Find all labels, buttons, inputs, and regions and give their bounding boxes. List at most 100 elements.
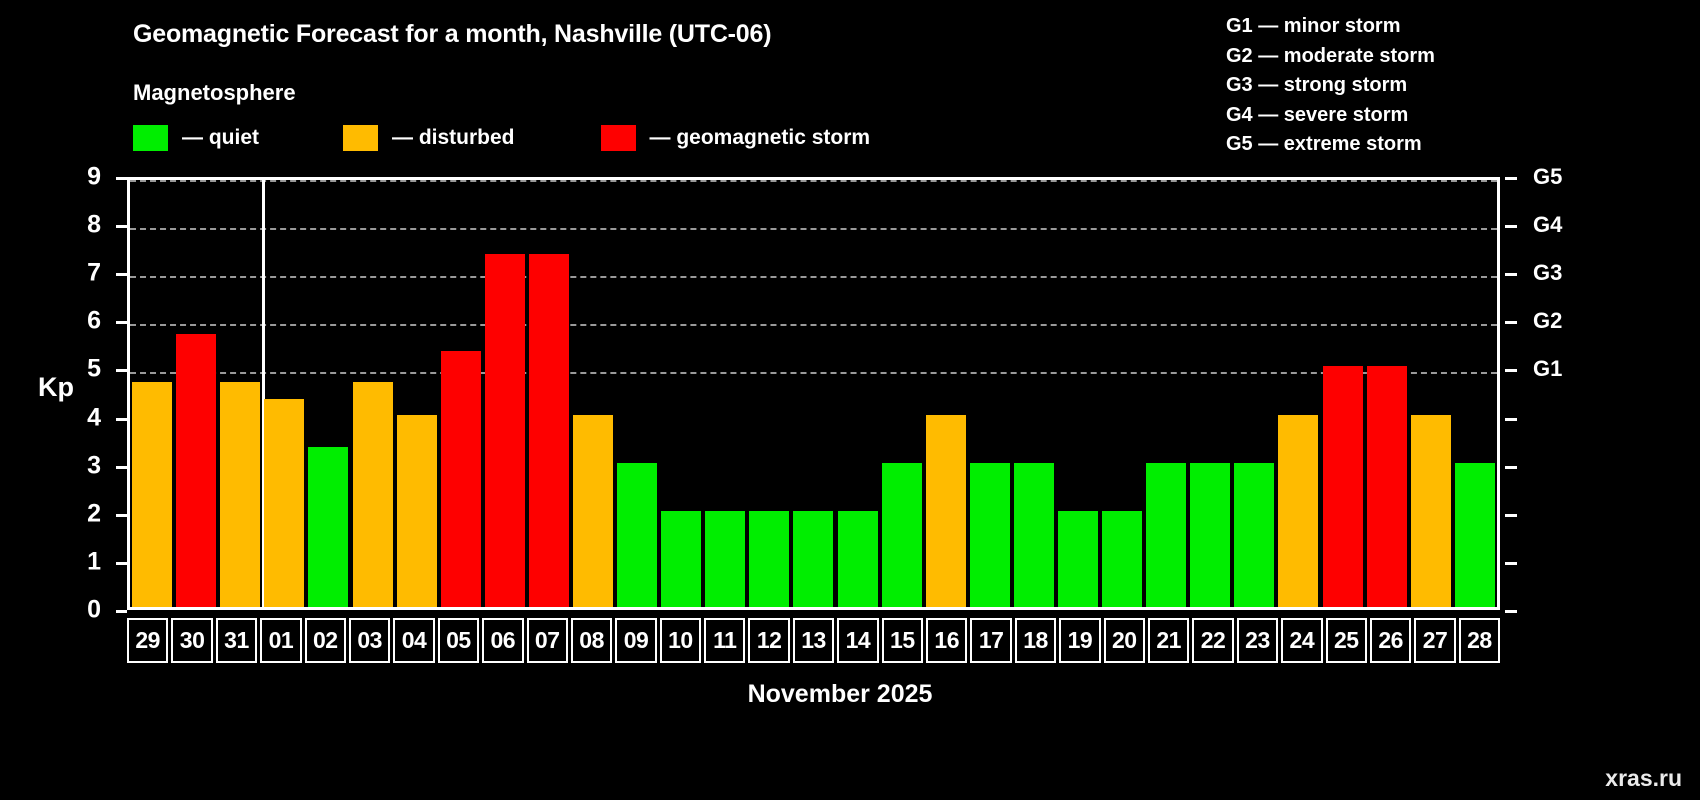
legend-item-geomagnetic-storm: — geomagnetic storm [600,125,871,151]
day-label-31: 31 [215,618,258,663]
bar-cell-20 [1100,180,1144,607]
bar-cell-29 [130,180,174,607]
y-tick-mark-6 [116,321,127,325]
bar-cell-28 [1453,180,1497,607]
bar-cell-23 [1232,180,1276,607]
magnetosphere-legend: — quiet — disturbed — geomagnetic storm [133,125,870,151]
bar-26[interactable] [1366,366,1407,607]
bar-30[interactable] [176,334,217,607]
bar-07[interactable] [528,254,569,607]
day-label-text: 15 [890,627,915,653]
bar-29[interactable] [132,382,173,607]
bar-cell-13 [791,180,835,607]
day-label-text: 01 [268,627,294,653]
bar-23[interactable] [1234,462,1275,607]
bar-21[interactable] [1146,462,1187,607]
day-label-21: 21 [1147,618,1190,663]
bar-02[interactable] [308,446,349,607]
bar-cell-30 [174,180,218,607]
g-tick-label-G2: G2 [1533,308,1563,334]
g-tick-mark-minor-1 [1505,561,1517,565]
bar-cell-22 [1188,180,1232,607]
day-label-text: 23 [1245,627,1270,653]
day-label-25: 25 [1325,618,1367,663]
bar-11[interactable] [705,510,746,607]
y-tick-label-7: 7 [87,258,101,287]
bar-series [130,180,1497,607]
day-label-12: 12 [748,618,790,663]
bar-24[interactable] [1278,414,1319,607]
day-label-20: 20 [1103,618,1145,663]
bar-16[interactable] [925,414,966,607]
bar-05[interactable] [440,350,481,607]
y-tick-mark-0 [116,610,127,613]
legend-label-geomagnetic-storm: — geomagnetic storm [649,126,871,149]
bar-14[interactable] [837,510,878,607]
bar-cell-11 [703,180,747,607]
bar-18[interactable] [1013,462,1054,607]
day-label-17: 17 [970,618,1012,663]
bar-19[interactable] [1058,510,1099,607]
day-label-02: 02 [304,618,346,663]
plot-area [127,177,1500,610]
g-tick-label-G5: G5 [1533,164,1563,189]
bar-01[interactable] [264,398,305,607]
day-label-text: 09 [623,627,649,653]
y-tick-label-1: 1 [87,547,101,576]
bar-13[interactable] [793,510,834,607]
bar-cell-09 [615,180,659,607]
day-label-28: 28 [1458,618,1501,663]
day-label-08: 08 [570,618,613,663]
bar-17[interactable] [969,462,1010,607]
bar-31[interactable] [220,382,261,607]
g-scale-row-1: G1 — minor storm [1226,15,1401,37]
day-label-19: 19 [1059,618,1101,663]
bar-27[interactable] [1410,414,1451,607]
y-tick-mark-8 [116,225,127,229]
bar-04[interactable] [396,414,437,607]
day-label-text: 16 [934,627,960,653]
bar-15[interactable] [881,462,922,607]
bar-08[interactable] [572,414,613,607]
day-label-06: 06 [482,618,524,663]
bar-12[interactable] [749,510,790,607]
y-tick-label-9: 9 [87,162,101,191]
bar-cell-01 [262,180,306,607]
g-tick-mark-minor-4 [1505,417,1517,421]
bar-22[interactable] [1190,462,1231,607]
bar-cell-03 [350,180,394,607]
legend-label-disturbed: — disturbed [392,126,515,149]
bar-10[interactable] [661,510,702,607]
g-scale-row-3: G3 — strong storm [1226,74,1408,96]
legend-swatch-quiet [133,125,168,151]
day-label-text: 06 [490,627,516,653]
gridline-kp-9 [130,180,1497,182]
bar-cell-16 [924,180,968,607]
day-label-text: 22 [1200,627,1226,653]
bar-cell-18 [1012,180,1056,607]
day-label-text: 30 [179,627,205,653]
day-label-text: 02 [312,627,338,653]
bar-20[interactable] [1102,510,1143,607]
day-label-text: 28 [1467,627,1492,653]
day-label-text: 03 [357,627,382,653]
bar-03[interactable] [352,382,393,607]
bar-06[interactable] [484,254,525,607]
g-tick-mark-G1 [1505,369,1517,373]
g-tick-mark-G5 [1505,177,1517,180]
bar-28[interactable] [1454,462,1495,607]
day-label-text: 20 [1111,627,1137,653]
day-label-16: 16 [926,618,968,663]
x-axis-day-labels: 29 30 31 01 02 03 04 05 06 07 08 09 10 11 12 13 14 15 16 17… [127,618,1501,663]
y-tick-mark-3 [116,465,127,469]
day-label-text: 07 [534,627,560,653]
bar-25[interactable] [1322,366,1363,607]
g-tick-mark-G3 [1505,273,1517,277]
bar-cell-04 [395,180,439,607]
page-title: Geomagnetic Forecast for a month, Nashvi… [133,20,772,48]
g-tick-label-G4: G4 [1533,212,1563,238]
bar-09[interactable] [617,462,658,607]
y-tick-mark-5 [116,369,127,373]
g-tick-mark-minor-3 [1505,465,1517,469]
y-tick-label-4: 4 [87,403,101,432]
